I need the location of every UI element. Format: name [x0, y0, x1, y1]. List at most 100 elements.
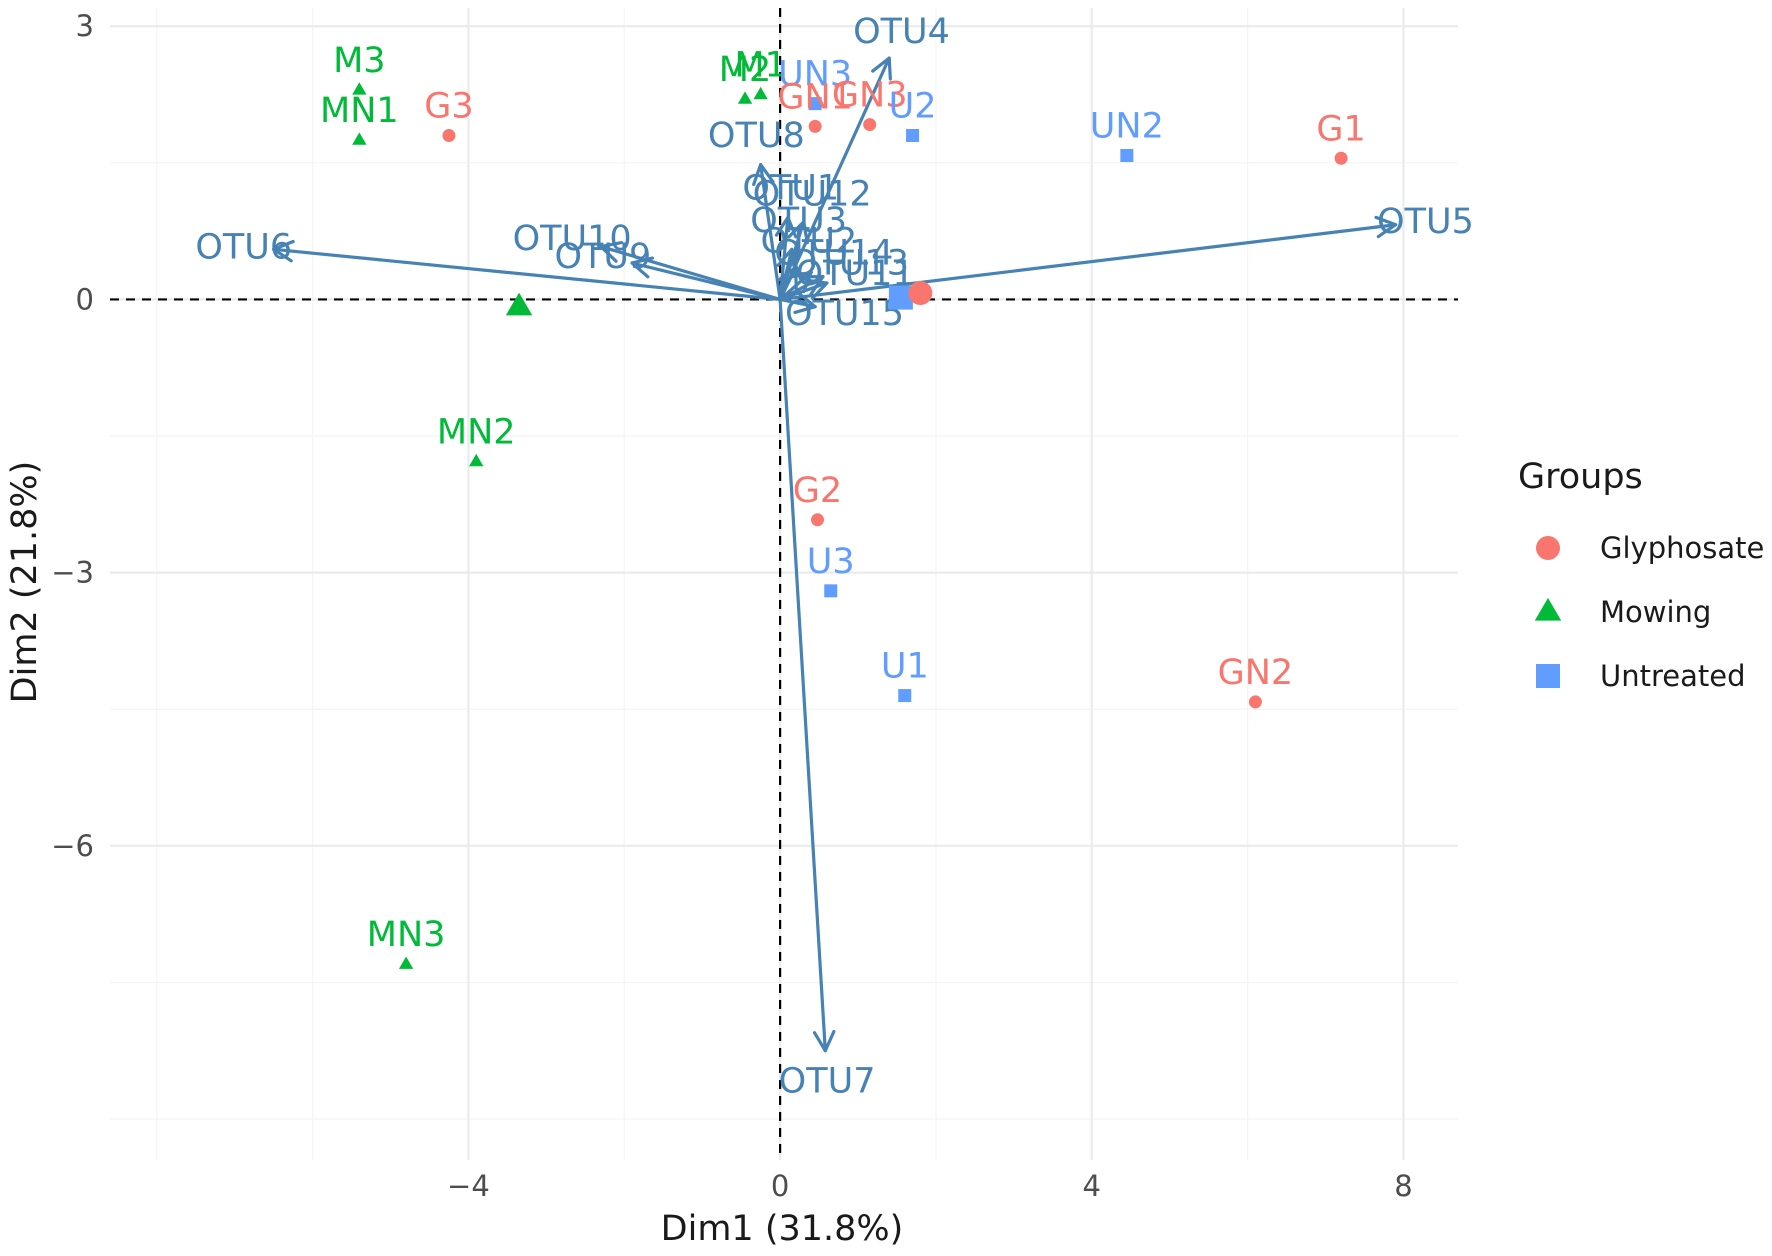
vector-arrowhead — [599, 240, 624, 263]
legend-label: Mowing — [1600, 595, 1711, 629]
point-label-u1: U1 — [881, 647, 929, 687]
y-tick-label: −3 — [51, 556, 94, 590]
x-tick-label: 0 — [771, 1169, 789, 1203]
x-axis-tick-labels: −4 0 4 8 — [447, 1169, 1413, 1203]
legend-label: Glyphosate — [1600, 531, 1764, 565]
point-label-u2: U2 — [889, 86, 937, 126]
vector-otu9: OTU9 — [555, 237, 782, 302]
point-label-un3: UN3 — [778, 55, 852, 95]
legend-item-glyphosate: Glyphosate — [1536, 531, 1764, 565]
point-label-u3: U3 — [807, 542, 855, 582]
vector-label: OTU5 — [1377, 202, 1474, 242]
vector-shaft — [778, 297, 817, 309]
vector-label: OTU9 — [555, 237, 652, 277]
point-label-gn3: GN3 — [832, 76, 908, 116]
legend-label: Untreated — [1600, 659, 1746, 693]
point-m2 — [737, 91, 753, 104]
vector-label: OTU14 — [774, 233, 893, 273]
point-label-m3: M3 — [333, 41, 385, 81]
vector-label: OTU4 — [853, 12, 950, 52]
y-axis-tick-labels: 3 0 −3 −6 — [51, 9, 94, 863]
centroid-glyphosate — [908, 281, 933, 306]
vector-label: OTU6 — [195, 227, 292, 267]
centroid-mowing — [505, 292, 533, 316]
vector-label: OTU10 — [513, 219, 632, 259]
legend-key-square — [1536, 664, 1560, 688]
vector-arrowhead — [804, 278, 829, 300]
x-tick-label: −4 — [447, 1169, 490, 1203]
vector-arrowhead — [871, 56, 892, 81]
point-gn3 — [863, 118, 877, 132]
point-gn2 — [1248, 695, 1262, 709]
point-g2 — [811, 513, 825, 527]
vector-otu7: OTU7 — [778, 297, 876, 1102]
vector-shaft — [778, 265, 798, 302]
point-g3 — [442, 128, 456, 142]
vector-arrowhead — [793, 291, 817, 315]
variable-vectors: OTU4OTU5OTU6OTU7OTU8OTU10OTU9OTU1OTU12OT… — [195, 12, 1473, 1102]
point-m1 — [753, 86, 768, 100]
observation-points — [352, 82, 1348, 969]
point-label-g2: G2 — [793, 471, 842, 511]
point-label-g3: G3 — [424, 86, 473, 126]
vector-arrowhead — [777, 265, 798, 291]
point-u2 — [906, 128, 920, 142]
point-label-mn3: MN3 — [367, 915, 446, 955]
vector-label: OTU2 — [760, 222, 857, 262]
point-mn3 — [398, 956, 414, 969]
x-tick-label: 4 — [1083, 1169, 1101, 1203]
legend-item-mowing: Mowing — [1534, 595, 1711, 629]
point-un2 — [1120, 149, 1134, 163]
point-label-m1: M1 — [734, 46, 786, 86]
vector-otu14: OTU14 — [774, 233, 893, 302]
vector-arrowhead — [812, 1029, 836, 1053]
legend-entries: Glyphosate Mowing Untreated — [1534, 531, 1764, 693]
point-mn1 — [352, 132, 367, 145]
legend-title: Groups — [1518, 457, 1643, 497]
point-label-mn2: MN2 — [437, 413, 516, 453]
vector-otu8: OTU8 — [708, 116, 805, 302]
y-tick-label: 0 — [76, 282, 94, 316]
vector-label: OTU15 — [785, 294, 904, 334]
vector-otu2: OTU2 — [760, 222, 857, 302]
point-gn1 — [808, 119, 822, 133]
point-label-mn1: MN1 — [320, 91, 399, 131]
vector-shaft — [759, 163, 782, 302]
vector-label: OTU1 — [742, 169, 839, 209]
vector-arrowhead — [789, 270, 813, 294]
vector-label: OTU8 — [708, 116, 805, 156]
vector-shaft — [778, 56, 891, 302]
vector-label: OTU12 — [753, 174, 872, 214]
plot-panel: OTU4OTU5OTU6OTU7OTU8OTU10OTU9OTU1OTU12OT… — [110, 8, 1474, 1160]
legend-item-untreated: Untreated — [1536, 659, 1746, 693]
point-label-g1: G1 — [1316, 109, 1365, 149]
vector-arrowhead — [787, 220, 809, 245]
point-label-gn2: GN2 — [1218, 653, 1294, 693]
legend-key-triangle — [1534, 597, 1562, 621]
y-axis-title: Dim2 (21.8%) — [5, 461, 45, 704]
point-label-gn1: GN1 — [777, 77, 853, 117]
point-g1 — [1334, 151, 1348, 165]
vector-shaft — [272, 247, 782, 302]
vector-shaft — [778, 223, 1398, 302]
vector-shaft — [778, 297, 827, 1053]
point-label-m2: M2 — [719, 50, 771, 90]
vector-otu15: OTU15 — [778, 291, 904, 334]
vector-label: OTU3 — [750, 201, 847, 241]
legend-key-circle — [1536, 536, 1560, 560]
vector-arrowhead — [776, 247, 799, 272]
x-tick-label: 8 — [1394, 1169, 1412, 1203]
point-m3 — [352, 82, 367, 95]
vector-arrowhead — [272, 239, 295, 263]
vector-arrowhead — [1374, 215, 1398, 239]
vector-shaft — [630, 261, 782, 302]
y-tick-label: 3 — [76, 9, 94, 43]
point-un3 — [808, 97, 822, 111]
vector-label: OTU7 — [779, 1062, 876, 1102]
group-centroids — [505, 281, 933, 316]
point-label-un2: UN2 — [1090, 107, 1164, 147]
point-u1 — [898, 689, 912, 703]
vector-arrowhead — [630, 256, 655, 279]
